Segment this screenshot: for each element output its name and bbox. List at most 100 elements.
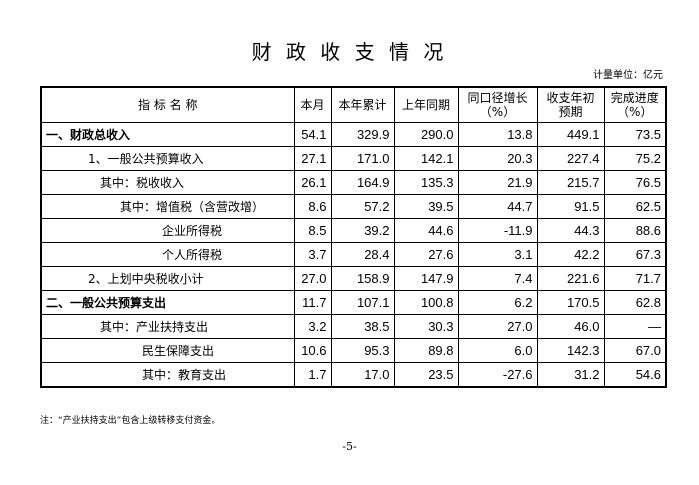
row-label: 个人所得税 [40, 242, 295, 267]
header-cell: 本月 [293, 86, 332, 123]
table-body: 一、财政总收入 54.1 329.9 290.0 13.8 449.1 73.5 1、一般公共… [40, 122, 667, 388]
header-cell: 收支年初 预期 [536, 86, 605, 123]
cell: 8.5 [293, 218, 332, 243]
row-label: 1、一般公共预算收入 [40, 146, 295, 171]
header-line: 本月 [300, 98, 325, 112]
header-line: 收支年初 [546, 91, 595, 105]
title: 财 政 收 支 情 况 [251, 40, 448, 64]
row-label: 其中：教育支出 [40, 362, 295, 388]
cell: 3.1 [457, 242, 538, 267]
cell: 107.1 [330, 290, 395, 315]
unit: 计量单位：亿元 [593, 70, 663, 81]
header-cell: 本年累计 [330, 86, 395, 123]
cell: 67.3 [603, 242, 667, 267]
table-row: 其中：产业扶持支出 3.2 38.5 30.3 27.0 46.0— [40, 314, 667, 339]
header-cell: 指 标 名 称 [40, 86, 295, 123]
table-row: 2、上划中央税收小计 27.0 158.9 147.9 7.4 221.6 71.7 [40, 266, 667, 291]
header-line: 上年同期 [401, 98, 450, 112]
cell: 54.1 [293, 122, 332, 147]
cell: 6.0 [457, 338, 538, 363]
row-label: 其中：产业扶持支出 [40, 314, 295, 339]
table-row: 其中：增值税（含营改增） 8.6 57.2 39.5 44.7 91.5 62.5 [40, 194, 667, 219]
row-label: 其中：增值税（含营改增） [40, 194, 295, 219]
cell: 26.1 [293, 170, 332, 195]
header-row: 指 标 名 称本月 本年累计 上年同期 同口径增长 （%） 收支年初 预期 完成进度 （%） [40, 86, 667, 123]
cell: 71.7 [603, 266, 667, 291]
cell: — [603, 314, 667, 339]
cell: 30.3 [393, 314, 459, 339]
cell: 42.2 [536, 242, 605, 267]
header-cell: 同口径增长 （%） [457, 86, 538, 123]
table-row: 民生保障支出 10.6 95.3 89.8 6.0 142.3 67.0 [40, 338, 667, 363]
header-line: 指 标 名 称 [138, 98, 198, 112]
table: 指 标 名 称本月 本年累计 上年同期 同口径增长 （%） 收支年初 预期 完成进度 （%） 一… [40, 86, 667, 388]
cell: 39.2 [330, 218, 395, 243]
cell: 38.5 [330, 314, 395, 339]
header-line: 本年累计 [338, 98, 387, 112]
cell: 3.2 [293, 314, 332, 339]
cell: 62.8 [603, 290, 667, 315]
cell: 329.9 [330, 122, 395, 147]
cell: 20.3 [457, 146, 538, 171]
table-row: 企业所得税 8.5 39.2 44.6 -11.9 44.3 88.6 [40, 218, 667, 243]
footnote: 注：“产业扶持支出”包含上级转移支付资金。 [40, 416, 221, 426]
cell: 76.5 [603, 170, 667, 195]
cell: 142.3 [536, 338, 605, 363]
cell: 1.7 [293, 362, 332, 388]
cell: 164.9 [330, 170, 395, 195]
cell: 147.9 [393, 266, 459, 291]
cell: 170.5 [536, 290, 605, 315]
cell: 3.7 [293, 242, 332, 267]
cell: 8.6 [293, 194, 332, 219]
cell: 67.0 [603, 338, 667, 363]
cell: 88.6 [603, 218, 667, 243]
cell: 13.8 [457, 122, 538, 147]
header-cell: 完成进度 （%） [603, 86, 667, 123]
cell: 39.5 [393, 194, 459, 219]
cell: 27.0 [293, 266, 332, 291]
cell: 100.8 [393, 290, 459, 315]
cell: 158.9 [330, 266, 395, 291]
table-row: 二、一般公共预算支出 11.7 107.1 100.8 6.2 170.5 62.8 [40, 290, 667, 315]
row-label: 企业所得税 [40, 218, 295, 243]
header-line: 完成进度 [610, 91, 659, 105]
cell: 449.1 [536, 122, 605, 147]
cell: 23.5 [393, 362, 459, 388]
cell: 27.6 [393, 242, 459, 267]
header-line: （%） [479, 105, 516, 119]
page-number: -5- [342, 440, 357, 453]
cell: 46.0 [536, 314, 605, 339]
cell: 91.5 [536, 194, 605, 219]
cell: 31.2 [536, 362, 605, 388]
row-label: 其中：税收收入 [40, 170, 295, 195]
cell: 54.6 [603, 362, 667, 388]
cell: 73.5 [603, 122, 667, 147]
header-line: 预期 [558, 105, 583, 119]
cell: 290.0 [393, 122, 459, 147]
row-label: 二、一般公共预算支出 [40, 290, 295, 315]
cell: 89.8 [393, 338, 459, 363]
cell: 7.4 [457, 266, 538, 291]
cell: 95.3 [330, 338, 395, 363]
cell: 227.4 [536, 146, 605, 171]
table-row: 个人所得税 3.7 28.4 27.6 3.1 42.2 67.3 [40, 242, 667, 267]
cell: 221.6 [536, 266, 605, 291]
cell: 27.1 [293, 146, 332, 171]
cell: 215.7 [536, 170, 605, 195]
cell: 171.0 [330, 146, 395, 171]
cell: 21.9 [457, 170, 538, 195]
row-label: 一、财政总收入 [40, 122, 295, 147]
cell: 6.2 [457, 290, 538, 315]
cell: 62.5 [603, 194, 667, 219]
cell: 10.6 [293, 338, 332, 363]
cell: 27.0 [457, 314, 538, 339]
cell: 142.1 [393, 146, 459, 171]
table-row: 其中：教育支出 1.7 17.0 23.5 -27.6 31.2 54.6 [40, 362, 667, 388]
cell: 44.3 [536, 218, 605, 243]
header-line: 同口径增长 [467, 91, 528, 105]
header-line: （%） [617, 105, 653, 119]
cell: -11.9 [457, 218, 538, 243]
cell: 11.7 [293, 290, 332, 315]
cell: 57.2 [330, 194, 395, 219]
